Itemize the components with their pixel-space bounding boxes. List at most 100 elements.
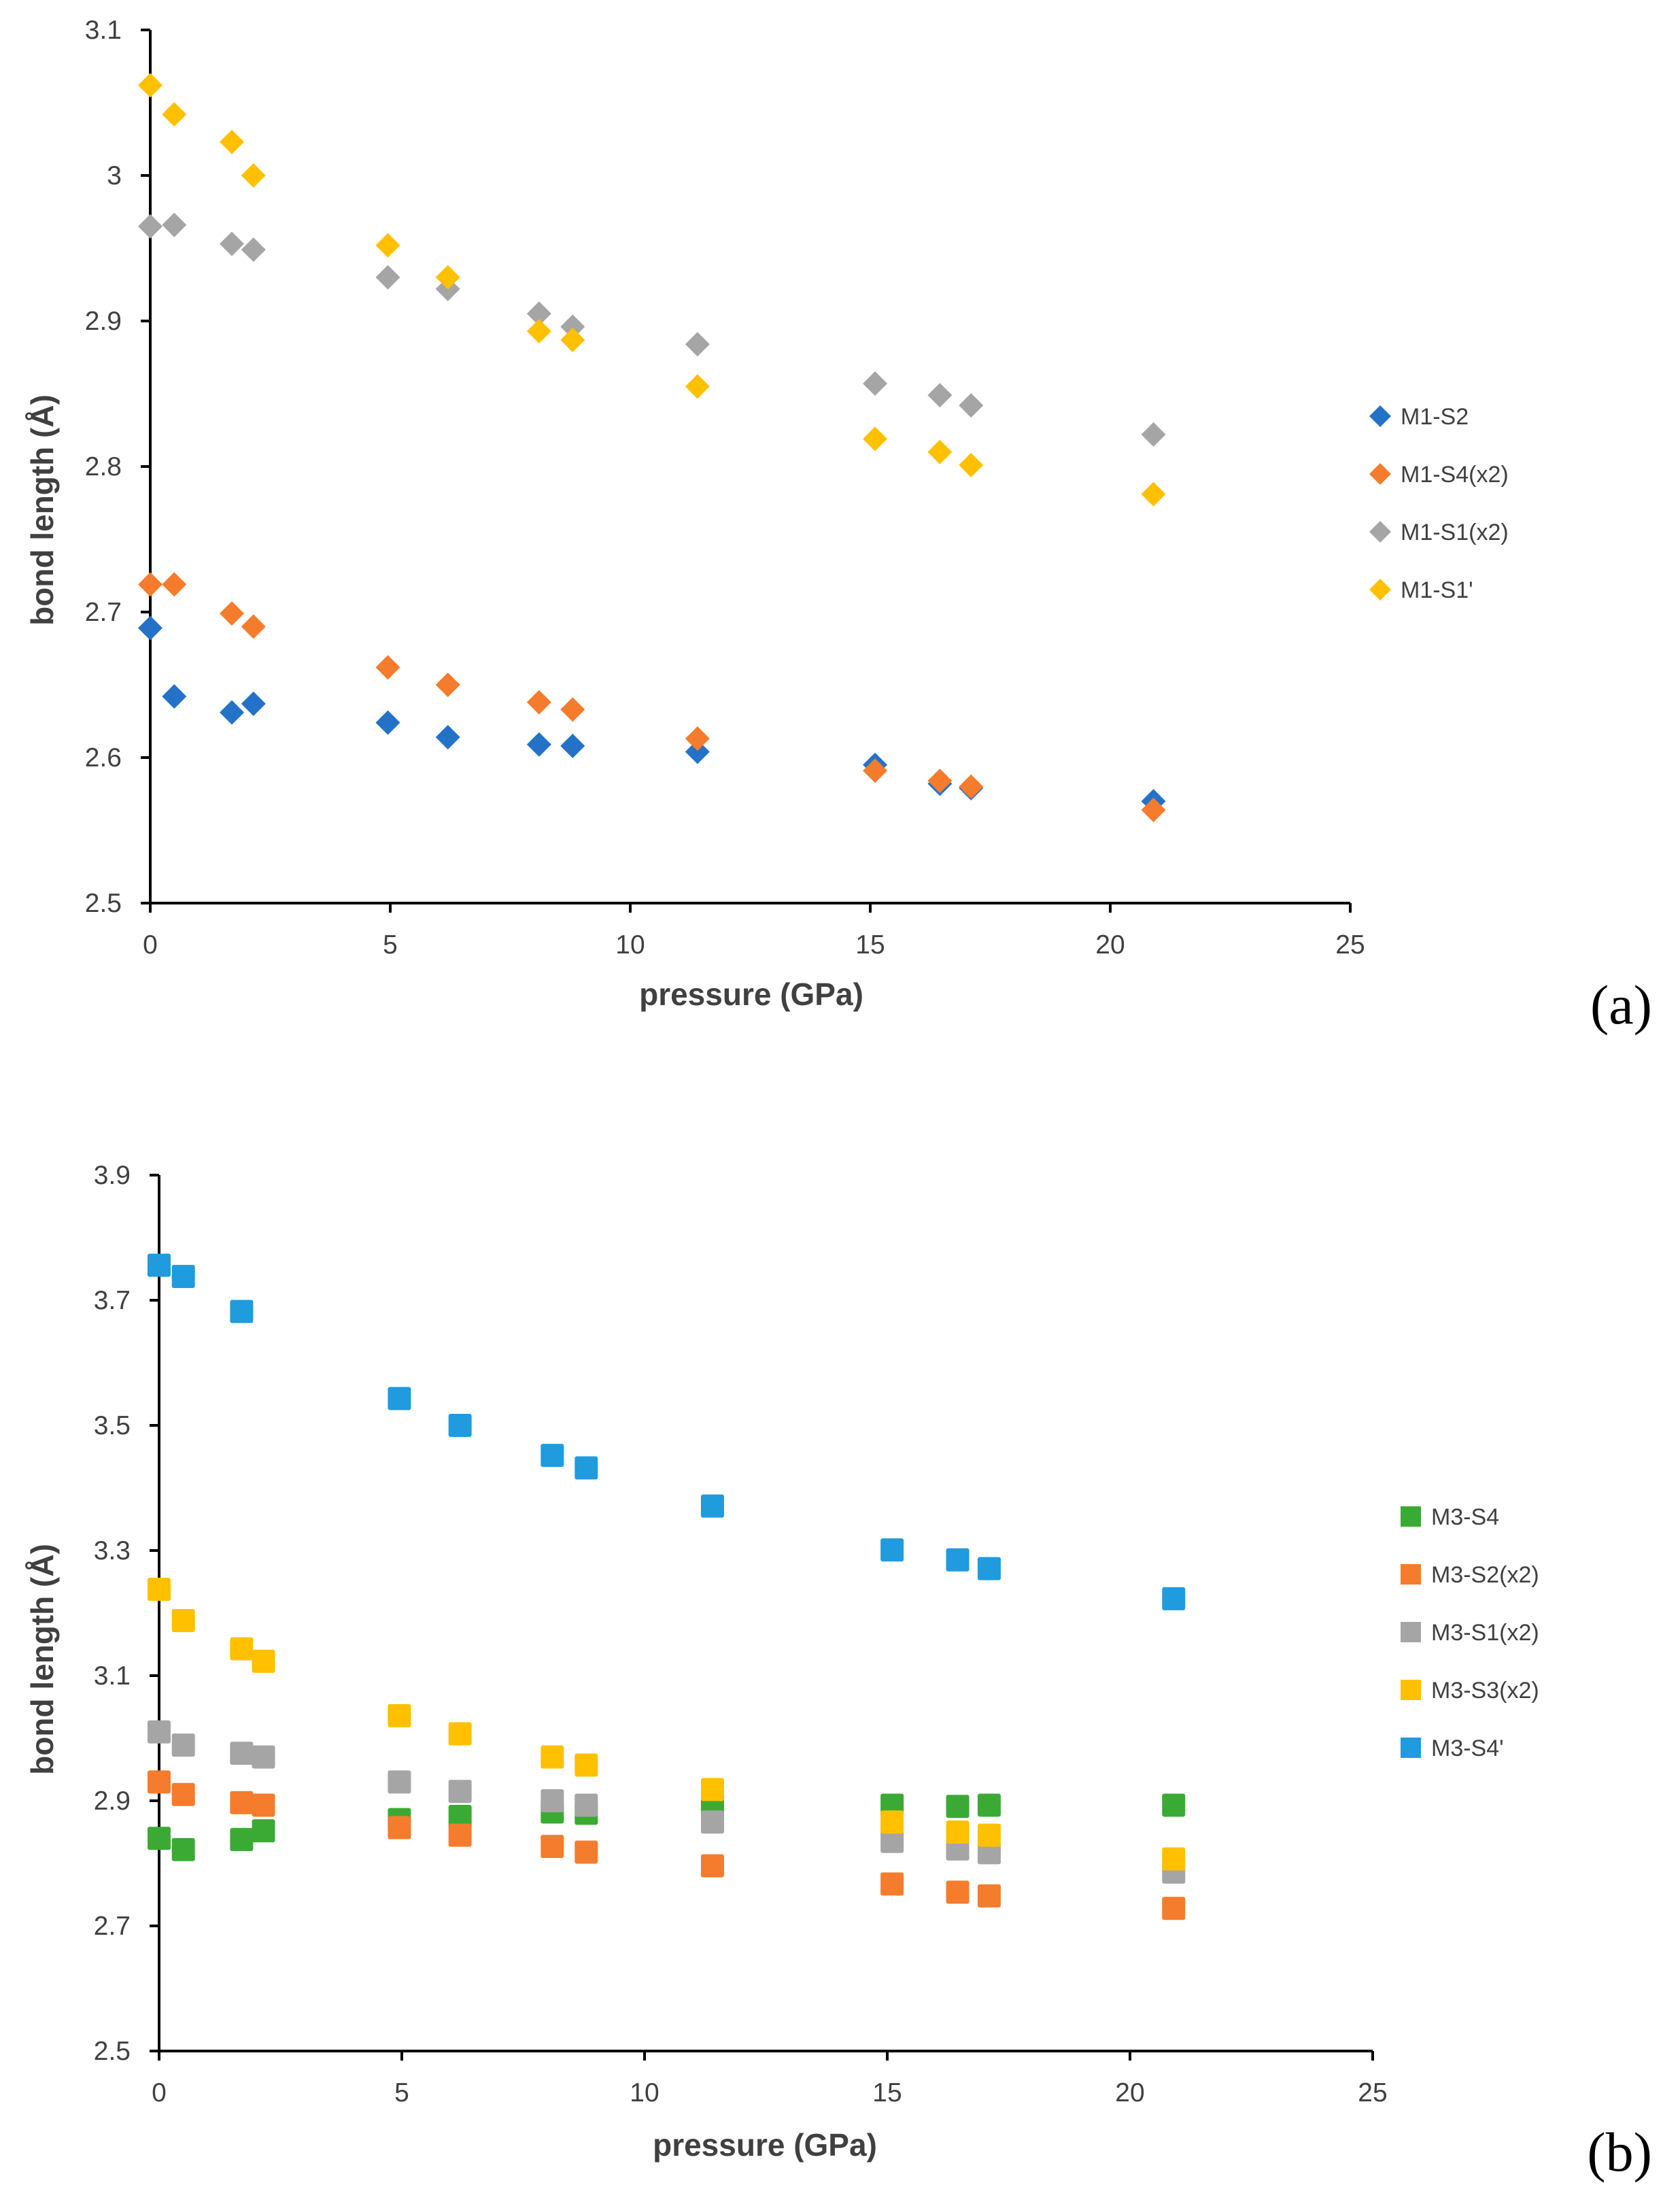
panel-label-a: (a) [1590,974,1652,1036]
data-point [1162,1587,1186,1610]
x-tick-label: 0 [143,930,158,960]
x-tick-label: 20 [1095,930,1125,960]
y-tick-label: 2.7 [85,598,122,627]
data-point [685,332,710,357]
data-point [560,314,585,339]
y-tick-label: 2.5 [85,889,122,918]
data-point [927,439,953,464]
data-point [880,1810,904,1834]
data-point [526,732,551,757]
y-tick-label: 2.7 [94,1912,131,1941]
legend-marker [1369,521,1391,543]
data-point [162,572,187,597]
data-point [171,1733,195,1757]
y-tick-label: 3.5 [94,1411,131,1440]
data-point [1141,481,1166,507]
data-point [880,1829,904,1853]
data-point [148,1720,171,1744]
y-tick-label: 3.1 [94,1661,131,1691]
data-point [148,1770,171,1794]
legend-marker [1401,1564,1421,1585]
data-point [880,1538,904,1562]
data-point [230,1791,254,1814]
legend-marker [1401,1622,1421,1642]
data-point [959,452,984,477]
data-point [252,1819,275,1843]
y-tick-label: 2.9 [85,307,122,336]
data-point [541,1835,564,1859]
data-point [138,214,162,239]
data-point [241,691,266,716]
y-tick-label: 2.9 [94,1786,131,1816]
data-point [685,726,710,751]
data-point [162,212,187,237]
data-point [946,1820,970,1844]
legend-label: M3-S3(x2) [1431,1678,1539,1704]
data-point [863,758,888,783]
data-point [700,1778,724,1801]
data-point [171,1837,195,1861]
data-point [946,1548,970,1572]
y-tick-label: 3 [107,161,122,190]
data-point [448,1780,472,1803]
data-point [435,265,460,290]
x-tick-label: 5 [383,930,398,960]
data-point [927,383,953,408]
data-point [977,1841,1001,1865]
data-point [220,129,245,154]
data-point [375,233,400,258]
y-axis-title-a: bond length (Å) [24,394,60,626]
data-point [162,102,187,127]
data-point [575,1840,598,1864]
data-point [375,265,400,290]
legend-label: M3-S4' [1431,1735,1504,1761]
data-point [560,697,585,722]
legend-marker [1369,463,1391,485]
data-point [700,1494,724,1518]
legend-a: M1-S2 M1-S4(x2) M1-S1(x2) M1-S1' [1369,404,1509,603]
data-point [252,1745,275,1769]
legend-marker [1369,579,1391,600]
legend-label: M3-S1(x2) [1431,1620,1539,1646]
x-axis-title-a: pressure (GPa) [639,977,863,1012]
data-point [241,163,266,188]
data-point [946,1880,970,1904]
data-point [977,1884,1001,1908]
data-point [230,1828,254,1852]
x-axis-title-b: pressure (GPa) [653,2127,877,2163]
data-point [448,1823,472,1847]
data-point [1141,798,1166,823]
x-tick-label: 25 [1358,2078,1387,2107]
data-point [171,1609,195,1633]
data-point [241,237,266,262]
data-point [252,1649,275,1673]
legend-b: M3-S4 M3-S2(x2) M3-S1(x2) M3-S3(x2) M3-S4' [1401,1504,1539,1761]
data-point [1162,1897,1186,1920]
data-point [375,655,400,680]
data-point [959,774,984,799]
x-tick-label: 10 [615,930,645,960]
legend-marker [1401,1680,1421,1700]
data-point [526,690,551,715]
data-point [700,1810,724,1834]
data-point [252,1793,275,1817]
data-point [526,301,551,326]
data-point [575,1456,598,1480]
data-point [230,1637,254,1661]
data-point [220,601,245,626]
data-point [220,231,245,256]
data-point [435,673,460,697]
data-point [575,1793,598,1817]
data-point [138,73,162,98]
data-point [448,1414,472,1437]
chart-panel-a: 2.5 2.6 2.7 2.8 2.9 3 3.1 0 5 10 15 20 25 pressure (… [24,16,1652,1036]
y-tick-label: 3.1 [85,16,122,45]
x-tick-label: 25 [1335,930,1365,960]
data-point [560,733,585,758]
data-point [575,1753,598,1777]
data-point [685,739,710,764]
tick-group-a: 2.5 2.6 2.7 2.8 2.9 3 3.1 0 5 10 15 20 25 [85,16,1365,960]
data-point [375,710,400,735]
data-point [977,1793,1001,1817]
